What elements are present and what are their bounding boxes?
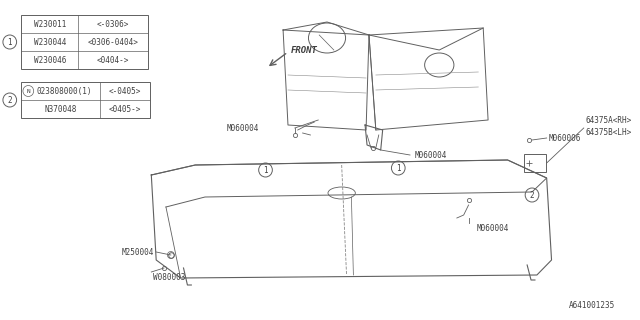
- Text: W230011: W230011: [33, 20, 66, 28]
- Bar: [22, 82, 150, 118]
- Text: M250004: M250004: [122, 247, 154, 257]
- Text: <0306-0404>: <0306-0404>: [88, 37, 139, 46]
- Text: <0405->: <0405->: [109, 105, 141, 114]
- Text: 64375A<RH>: 64375A<RH>: [586, 116, 632, 124]
- Text: <0404->: <0404->: [97, 55, 129, 65]
- Bar: [524, 154, 546, 172]
- Text: W080003: W080003: [153, 274, 186, 283]
- Text: M060006: M060006: [548, 133, 581, 142]
- Text: FRONT: FRONT: [291, 45, 318, 54]
- Text: 2: 2: [530, 190, 534, 199]
- Text: 1: 1: [396, 164, 401, 172]
- Text: W230044: W230044: [33, 37, 66, 46]
- Text: <-0405>: <-0405>: [109, 86, 141, 95]
- Text: M060004: M060004: [415, 150, 447, 159]
- Text: M060004: M060004: [227, 124, 259, 132]
- Text: <-0306>: <-0306>: [97, 20, 129, 28]
- Text: N: N: [26, 89, 30, 93]
- Text: A641001235: A641001235: [569, 301, 615, 310]
- Text: 64375B<LH>: 64375B<LH>: [586, 127, 632, 137]
- Text: 1: 1: [8, 37, 12, 46]
- Text: 023808000(1): 023808000(1): [36, 86, 92, 95]
- Text: M060004: M060004: [476, 223, 509, 233]
- Text: W230046: W230046: [33, 55, 66, 65]
- Text: N370048: N370048: [44, 105, 77, 114]
- Text: 2: 2: [8, 95, 12, 105]
- Text: 1: 1: [263, 165, 268, 174]
- Bar: [22, 15, 148, 69]
